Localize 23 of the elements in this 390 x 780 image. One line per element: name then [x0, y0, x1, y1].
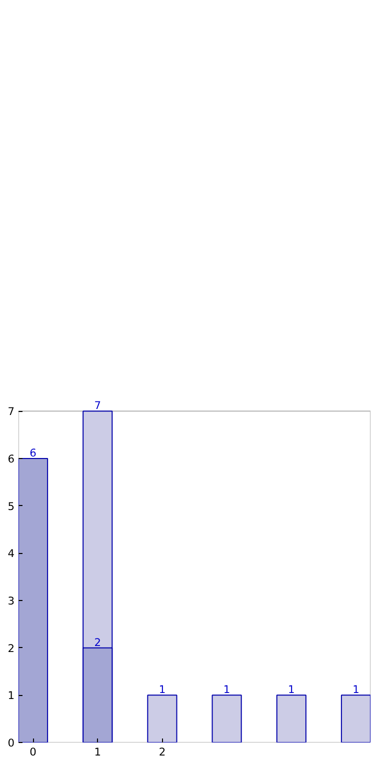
y-tick-label: 5 — [8, 500, 14, 513]
y-tick-label: 4 — [8, 547, 15, 560]
y-tick-label: 6 — [8, 452, 15, 466]
data-label: 7 — [94, 399, 102, 412]
y-tick-label: 7 — [8, 405, 14, 418]
data-label: 1 — [352, 683, 360, 696]
data-label: 6 — [30, 446, 37, 460]
data-label: 2 — [94, 636, 102, 649]
bar — [340, 694, 370, 742]
x-tick-label: 1 — [94, 746, 102, 758]
bar — [147, 694, 178, 742]
bar — [18, 458, 48, 742]
y-tick-label: 3 — [8, 594, 14, 608]
x-tick-label: 2 — [158, 746, 166, 758]
data-label: 1 — [288, 683, 295, 696]
data-label: 1 — [158, 683, 166, 696]
y-tick-label: 0 — [8, 736, 15, 750]
x-tick-label: 0 — [30, 746, 37, 758]
y-tick-label: 1 — [8, 689, 14, 702]
data-label: 1 — [223, 683, 230, 696]
y-tick-label: 2 — [8, 642, 14, 655]
bar — [212, 694, 242, 742]
bar — [276, 694, 306, 742]
